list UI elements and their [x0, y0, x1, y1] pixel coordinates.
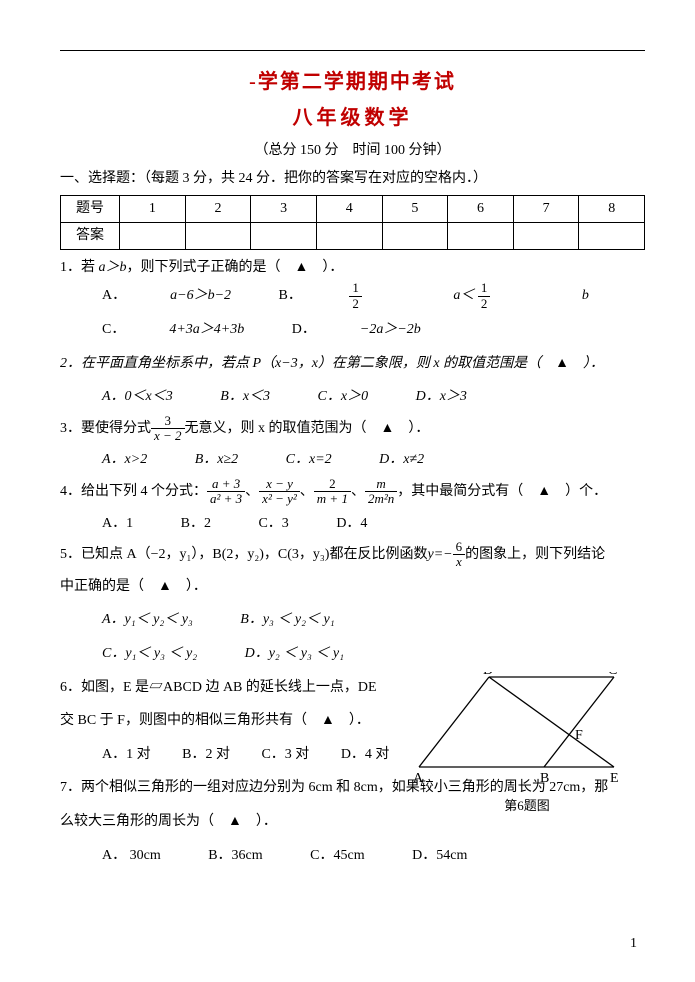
q7-options: A． 30cm B．36cm C．45cm D．54cm [60, 839, 645, 873]
q2-options: A．0＜x＜3 B．x＜3 C．x＞0 D．x＞3 [60, 380, 645, 414]
table-cell [382, 222, 448, 249]
table-col: 8 [579, 195, 645, 222]
q6-optA: A．1 对 [102, 738, 151, 772]
table-cell [185, 222, 251, 249]
q5-stem-2: 中正确的是（ ▲ ）． [60, 570, 645, 604]
q1-stem: 1．若 a＞b，则下列式子正确的是（ ▲ ）． [60, 256, 645, 280]
q2-optD: D．x＞3 [416, 380, 467, 414]
q6-figure: A B E D C F 第6题图 [414, 672, 640, 817]
q7-optB: B．36cm [208, 839, 262, 873]
q4-optC: C．3 [258, 507, 288, 541]
q5-optD: D．y₂ ＜ y₃ ＜ y₁ [245, 637, 344, 671]
title-line2: 八年级数学 [60, 101, 645, 135]
q1-optB: B． 12 a＜ 12 b [279, 279, 589, 313]
q3-stem: 3．要使得分式 3x − 2 无意义，则 x 的取值范围为（ ▲ ）． [60, 414, 645, 444]
q4-optB: B．2 [181, 507, 211, 541]
q3-optC: C．x=2 [286, 443, 332, 477]
section-1-heading: 一、选择题：（每题 3 分，共 24 分．把你的答案写在对应的空格内．） [60, 167, 645, 191]
svg-text:D: D [483, 672, 493, 678]
q4-options: A．1 B．2 C．3 D．4 [60, 507, 645, 541]
q1-optC: C．4+3a＞4+3b [102, 313, 244, 347]
q6-stem-1: 6．如图，E 是▱ABCD 边 AB 的延长线上一点，DE [60, 671, 390, 705]
q2-stem: 2．在平面直角坐标系中，若点 P（x−3，x）在第二象限，则 x 的取值范围是（… [60, 347, 645, 381]
page-number: 1 [630, 932, 637, 956]
table-head-label: 题号 [61, 195, 120, 222]
table-col: 2 [185, 195, 251, 222]
table-cell [448, 222, 514, 249]
q6-optC: C．3 对 [261, 738, 309, 772]
svg-text:C: C [608, 672, 617, 678]
q1-optA: A．a−6＞b−2 [102, 279, 231, 313]
svg-text:F: F [575, 728, 583, 743]
q6-stem-2: 交 BC 于 F，则图中的相似三角形共有（ ▲ ）． [60, 704, 390, 738]
q5-stem: 5．已知点 A（−2，y₁），B(2，y₂)，C(3，y₃)都在反比例函数 y=… [60, 540, 645, 570]
q4-optA: A．1 [102, 507, 133, 541]
q6-optB: B．2 对 [182, 738, 230, 772]
q4-optD: D．4 [336, 507, 367, 541]
table-cell [316, 222, 382, 249]
q7-optA: A． 30cm [102, 839, 161, 873]
q6-optD: D．4 对 [341, 738, 390, 772]
q2-optC: C．x＞0 [318, 380, 369, 414]
svg-text:A: A [414, 771, 424, 784]
q3-optD: D．x≠2 [379, 443, 424, 477]
table-col: 1 [120, 195, 186, 222]
subtitle: （总分 150 分 时间 100 分钟） [60, 139, 645, 163]
answer-table: 题号 1 2 3 4 5 6 7 8 答案 [60, 195, 645, 250]
table-answer-label: 答案 [61, 222, 120, 249]
svg-text:E: E [610, 771, 619, 784]
parallelogram-diagram: A B E D C F [414, 672, 640, 784]
table-cell [579, 222, 645, 249]
q5-optB: B．y₃ ＜ y₂＜ y₁ [240, 603, 334, 637]
q7-optC: C．45cm [310, 839, 364, 873]
svg-text:B: B [540, 771, 549, 784]
q5-optC: C．y₁＜ y₃ ＜ y₂ [102, 637, 197, 671]
q5-options-row1: A．y₁＜ y₂＜ y₃ B．y₃ ＜ y₂＜ y₁ [60, 603, 442, 637]
q2-optA: A．0＜x＜3 [102, 380, 173, 414]
table-col: 7 [513, 195, 579, 222]
table-cell [120, 222, 186, 249]
q1-options: A．a−6＞b−2 B． 12 a＜ 12 b C．4+3a＞4+3b D．−2… [60, 279, 645, 346]
title-line1: -学第二学期期中考试 [60, 65, 645, 99]
q1-optD: D．−2a＞−2b [292, 313, 421, 347]
table-col: 5 [382, 195, 448, 222]
table-col: 3 [251, 195, 317, 222]
q2-optB: B．x＜3 [220, 380, 270, 414]
q3-optA: A．x>2 [102, 443, 147, 477]
table-cell [251, 222, 317, 249]
q5-optA: A．y₁＜ y₂＜ y₃ [102, 603, 193, 637]
q7-optD: D．54cm [412, 839, 467, 873]
table-col: 6 [448, 195, 514, 222]
q3-options: A．x>2 B．x≥2 C．x=2 D．x≠2 [60, 443, 645, 477]
q4-stem: 4．给出下列 4 个分式： a + 3a² + 3 、 x − yx² − y²… [60, 477, 645, 507]
table-cell [513, 222, 579, 249]
figure-caption: 第6题图 [414, 795, 640, 817]
table-col: 4 [316, 195, 382, 222]
q5-options-row2: C．y₁＜ y₃ ＜ y₂ D．y₂ ＜ y₃ ＜ y₁ [60, 637, 442, 671]
q3-optB: B．x≥2 [195, 443, 238, 477]
